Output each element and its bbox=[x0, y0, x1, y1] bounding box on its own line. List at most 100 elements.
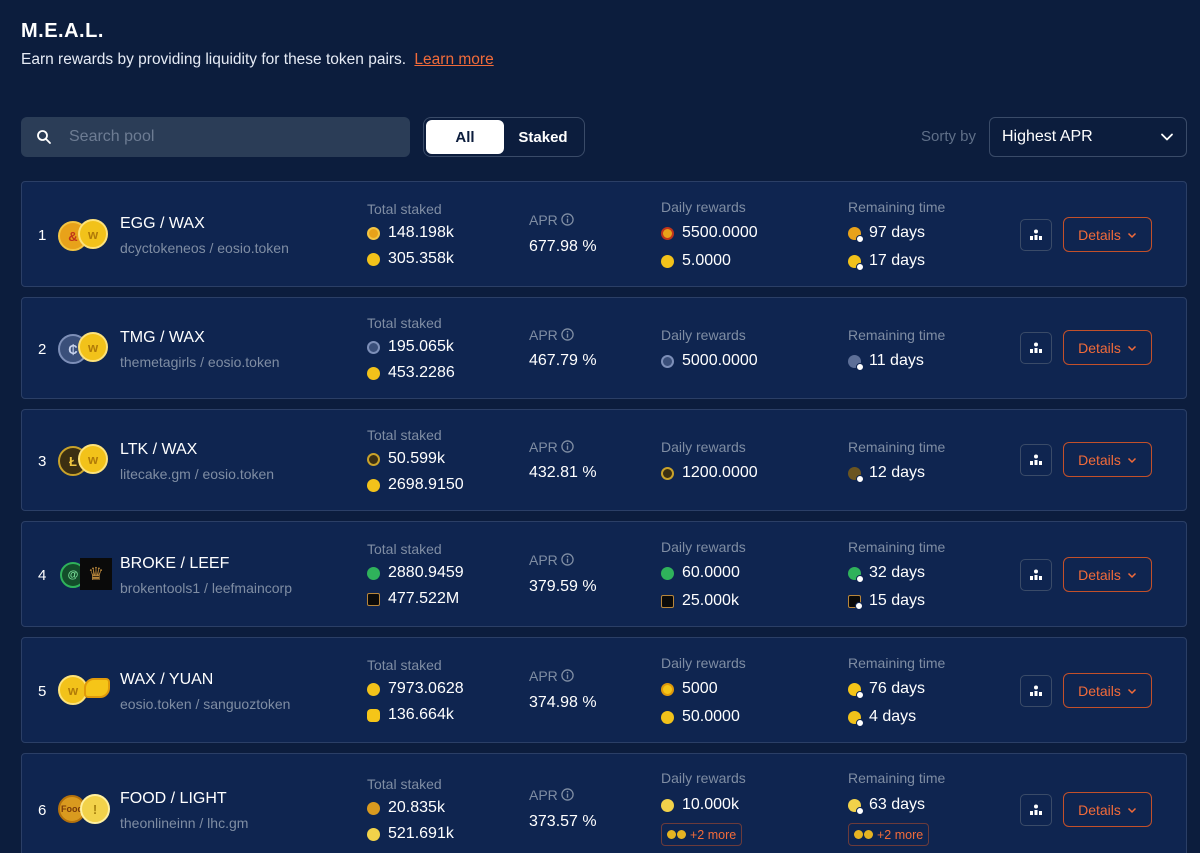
egg-clock-icon bbox=[848, 226, 864, 243]
more-rewards-badge[interactable]: +2 more bbox=[661, 823, 743, 846]
filter-all-button[interactable]: All bbox=[426, 120, 504, 154]
info-icon[interactable] bbox=[561, 328, 574, 341]
details-button[interactable]: Details bbox=[1063, 673, 1152, 708]
pool-row[interactable]: 3 Ł w LTK / WAX litecake.gm / eosio.toke… bbox=[21, 409, 1187, 511]
wax-token-icon bbox=[367, 252, 380, 266]
apr-label-text: APR bbox=[529, 668, 558, 684]
staked-amount: 477.522M bbox=[367, 590, 459, 608]
reward-value: 5.0000 bbox=[682, 252, 731, 269]
broke-token-icon bbox=[661, 566, 674, 580]
pair-logos: w bbox=[58, 674, 114, 708]
details-button[interactable]: Details bbox=[1063, 330, 1152, 365]
remaining-time: 76 days bbox=[848, 680, 925, 699]
pool-row[interactable]: 2 ₵ w TMG / WAX themetagirls / eosio.tok… bbox=[21, 297, 1187, 399]
apr-value: 373.57 % bbox=[529, 813, 597, 830]
info-icon[interactable] bbox=[561, 440, 574, 453]
info-icon[interactable] bbox=[561, 788, 574, 801]
pair-name: LTK / WAX bbox=[120, 441, 198, 458]
pool-row[interactable]: 6 Food ! FOOD / LIGHT theonlineinn / lhc… bbox=[21, 753, 1187, 853]
search-input[interactable] bbox=[69, 128, 369, 146]
reward-value: 5000.0000 bbox=[682, 352, 758, 369]
stake-button[interactable] bbox=[1020, 219, 1052, 251]
reward-value: 1200.0000 bbox=[682, 464, 758, 481]
remaining-time-label: Remaining time bbox=[848, 199, 946, 215]
tmg-token-icon bbox=[367, 340, 380, 354]
broke-clock-icon bbox=[848, 566, 864, 583]
filter-staked-button[interactable]: Staked bbox=[518, 128, 568, 146]
remaining-value: 17 days bbox=[869, 252, 926, 269]
pair-contracts: dcyctokeneos / eosio.token bbox=[120, 240, 289, 256]
stake-button[interactable] bbox=[1020, 444, 1052, 476]
details-button[interactable]: Details bbox=[1063, 442, 1152, 477]
learn-more-link[interactable]: Learn more bbox=[414, 51, 494, 68]
daily-reward: 1200.0000 bbox=[661, 464, 758, 482]
tmg-token-icon bbox=[661, 354, 674, 368]
sort-by-label: Sorty by bbox=[921, 128, 977, 145]
wax-token-logo: w bbox=[58, 675, 88, 705]
pair-logos: ₵ w bbox=[58, 332, 114, 366]
info-icon[interactable] bbox=[561, 213, 574, 226]
wax-token-logo: w bbox=[78, 332, 108, 362]
pool-rank: 4 bbox=[38, 567, 47, 584]
search-box[interactable] bbox=[21, 117, 410, 157]
egg-token-icon bbox=[661, 226, 674, 240]
egg-token-icon bbox=[367, 226, 380, 240]
pool-row[interactable]: 5 w WAX / YUAN eosio.token / sanguoztoke… bbox=[21, 637, 1187, 743]
stake-button[interactable] bbox=[1020, 332, 1052, 364]
wax-clock-icon bbox=[848, 710, 864, 727]
more-remaining-badge[interactable]: +2 more bbox=[848, 823, 930, 846]
wax-clock-icon bbox=[848, 254, 864, 271]
pool-row[interactable]: 4 @ ♛ BROKE / LEEF brokentools1 / leefma… bbox=[21, 521, 1187, 627]
light-token-icon bbox=[661, 798, 674, 812]
apr-label-text: APR bbox=[529, 327, 558, 343]
staked-amount: 195.065k bbox=[367, 338, 454, 356]
total-staked-label: Total staked bbox=[367, 541, 442, 557]
remaining-time: 11 days bbox=[848, 352, 924, 371]
stake-icon bbox=[1030, 229, 1042, 240]
details-button[interactable]: Details bbox=[1063, 792, 1152, 827]
info-icon[interactable] bbox=[561, 669, 574, 682]
staked-value: 20.835k bbox=[388, 799, 445, 816]
sort-select[interactable]: Highest APR bbox=[989, 117, 1187, 157]
leef-token-icon bbox=[367, 592, 380, 606]
remaining-value: 15 days bbox=[869, 592, 926, 609]
leef-token-logo: ♛ bbox=[80, 558, 112, 590]
ltk-clock-icon bbox=[848, 466, 864, 483]
details-label: Details bbox=[1078, 566, 1121, 583]
staked-value: 305.358k bbox=[388, 250, 454, 267]
details-button[interactable]: Details bbox=[1063, 217, 1152, 252]
remaining-value: 11 days bbox=[869, 352, 924, 369]
staked-value: 477.522M bbox=[388, 590, 460, 607]
staked-amount: 50.599k bbox=[367, 450, 445, 468]
food-token-icon bbox=[367, 801, 380, 815]
wax-token-icon bbox=[661, 710, 674, 724]
staked-amount: 2880.9459 bbox=[367, 564, 464, 582]
details-label: Details bbox=[1078, 226, 1121, 243]
details-button[interactable]: Details bbox=[1063, 557, 1152, 592]
stake-button[interactable] bbox=[1020, 794, 1052, 826]
info-icon[interactable] bbox=[561, 553, 574, 566]
pool-row[interactable]: 1 & w EGG / WAX dcyctokeneos / eosio.tok… bbox=[21, 181, 1187, 287]
daily-reward: 5000 bbox=[661, 680, 718, 698]
stake-button[interactable] bbox=[1020, 559, 1052, 591]
light-token-icon bbox=[367, 827, 380, 841]
remaining-value: 4 days bbox=[869, 708, 917, 725]
details-label: Details bbox=[1078, 339, 1121, 356]
remaining-value: 12 days bbox=[869, 464, 926, 481]
pair-contracts: themetagirls / eosio.token bbox=[120, 354, 280, 370]
pair-contracts: eosio.token / sanguoztoken bbox=[120, 696, 291, 712]
staked-value: 7973.0628 bbox=[388, 680, 464, 697]
staked-amount: 305.358k bbox=[367, 250, 454, 268]
remaining-time: 12 days bbox=[848, 464, 926, 483]
chevron-down-icon bbox=[1161, 133, 1173, 141]
broke-token-icon bbox=[367, 566, 380, 580]
pair-contracts: theonlineinn / lhc.gm bbox=[120, 815, 249, 831]
stake-button[interactable] bbox=[1020, 675, 1052, 707]
daily-reward: 5500.0000 bbox=[661, 224, 758, 242]
yuan-token-icon bbox=[661, 682, 674, 696]
apr-label: APR bbox=[529, 552, 574, 568]
staked-value: 148.198k bbox=[388, 224, 454, 241]
wax-token-icon bbox=[367, 682, 380, 696]
pair-name: TMG / WAX bbox=[120, 329, 205, 346]
pair-name: BROKE / LEEF bbox=[120, 555, 230, 572]
